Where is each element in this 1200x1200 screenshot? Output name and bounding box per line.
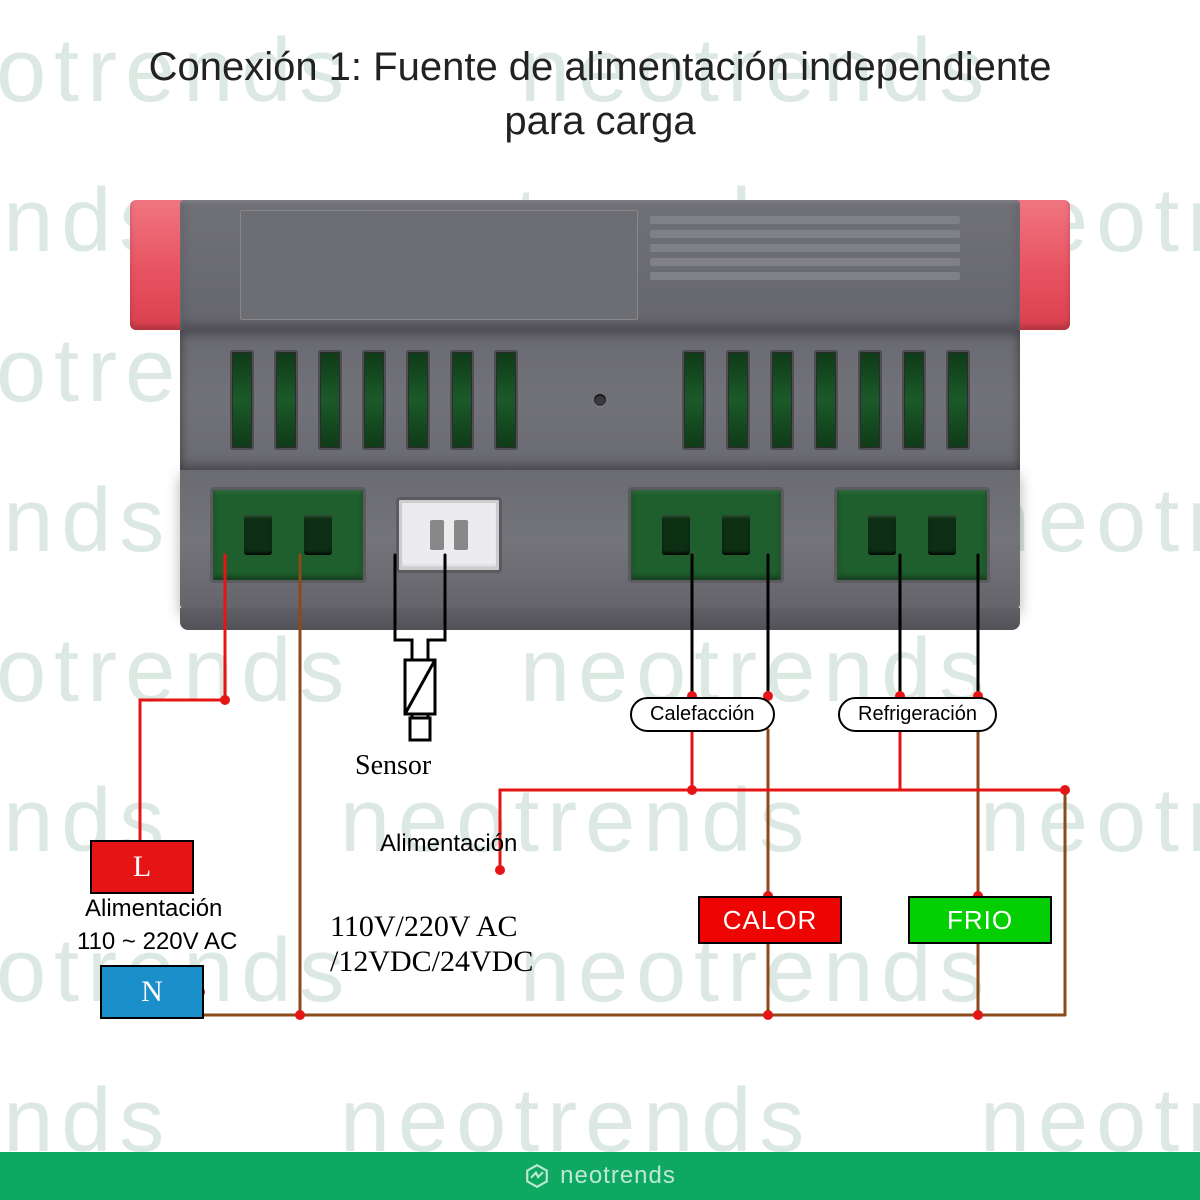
label-alimentacion-title: Alimentación	[85, 895, 222, 923]
wire-node	[763, 1010, 773, 1020]
terminal-block-cool	[834, 487, 990, 583]
device-center-hole	[594, 394, 606, 406]
wire-node	[495, 865, 505, 875]
pill-calefaccion-text: Calefacción	[650, 703, 755, 725]
label-alimentacion-range: 110 ~ 220V AC	[77, 928, 237, 956]
title-line-1: Conexión 1: Fuente de alimentación indep…	[149, 45, 1052, 89]
pill-refrigeracion: Refrigeración	[838, 697, 997, 732]
label-secondary-supply-l1: 110V/220V AC	[330, 910, 518, 944]
footer-logo-icon	[524, 1163, 550, 1189]
footer-bar: neotrends	[0, 1152, 1200, 1200]
label-secondary-supply-title: Alimentación	[380, 830, 517, 858]
wire-node	[220, 695, 230, 705]
terminal-block-power	[210, 487, 366, 583]
box-N-text: N	[141, 975, 163, 1009]
terminal-block-heat	[628, 487, 784, 583]
box-N: N	[100, 965, 204, 1019]
box-L: L	[90, 840, 194, 894]
watermark-text: neotrends	[0, 620, 352, 723]
pill-refrigeracion-text: Refrigeración	[858, 703, 977, 725]
sensor-symbol	[405, 660, 435, 740]
device-vent-slots	[180, 330, 1020, 470]
footer-brand-text: neotrends	[560, 1162, 676, 1190]
box-frio-text: FRIO	[947, 905, 1013, 936]
label-text-area	[650, 210, 960, 320]
wire-refr_L_tap	[692, 730, 900, 790]
wire-node	[295, 1010, 305, 1020]
watermark-text: neotrends	[980, 770, 1200, 873]
sensor-connector	[396, 497, 502, 573]
device-bottom-lip	[180, 608, 1020, 630]
wire-node	[973, 1010, 983, 1020]
label-sensor: Sensor	[355, 750, 431, 782]
box-frio: FRIO	[908, 896, 1052, 944]
label-diagram-area	[240, 210, 638, 320]
device-terminal-strip	[180, 470, 1020, 610]
wire-node	[687, 785, 697, 795]
controller-device	[130, 200, 1070, 630]
box-calor: CALOR	[698, 896, 842, 944]
wire-calef_L_to_red	[500, 730, 692, 870]
label-secondary-supply-l2: /12VDC/24VDC	[330, 945, 533, 979]
pill-calefaccion: Calefacción	[630, 697, 775, 732]
page-title: Conexión 1: Fuente de alimentación indep…	[0, 40, 1200, 148]
box-L-text: L	[133, 850, 151, 884]
title-line-2: para carga	[504, 99, 695, 143]
box-calor-text: CALOR	[723, 905, 818, 936]
device-label-plate	[180, 200, 1020, 330]
wire-node	[1060, 785, 1070, 795]
